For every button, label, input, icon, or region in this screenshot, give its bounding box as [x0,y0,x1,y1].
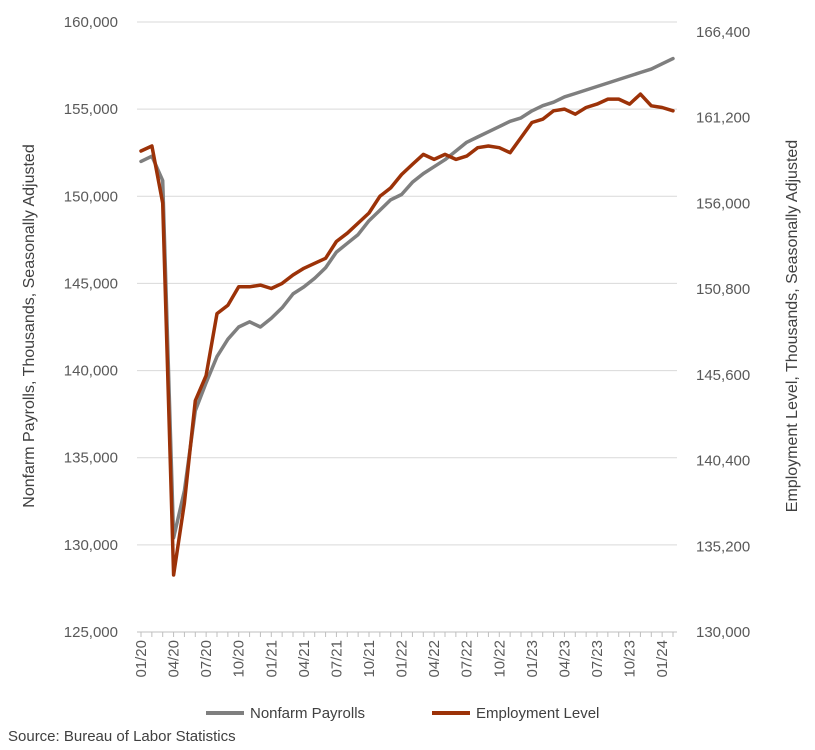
y-left-tick-label: 155,000 [64,101,118,118]
x-tick-label: 04/22 [426,640,443,678]
y-right-tick-label: 161,200 [696,110,750,127]
y-axis-left-title: Nonfarm Payrolls, Thousands, Seasonally … [21,144,38,507]
series-line-nonfarm-payrolls [139,56,675,540]
y-axis-right: 166,400 161,200 156,000 150,800 145,600 140,4… [696,24,750,641]
y-right-tick-label: 166,400 [696,24,750,41]
x-tick-label: 01/21 [263,640,280,678]
x-axis: 01/20 04/20 07/20 10/20 01/21 04/21 07/21 10/21… [133,631,677,678]
x-tick-label: 01/22 [394,640,411,678]
x-tick-label: 10/22 [491,640,508,678]
x-tick-label: 01/24 [654,640,671,678]
y-left-tick-label: 125,000 [64,624,118,641]
y-right-tick-label: 135,200 [696,538,750,555]
x-tick-label: 07/21 [328,640,345,678]
y-left-tick-label: 140,000 [64,363,118,380]
x-tick-label: 07/23 [589,640,606,678]
y-right-tick-label: 130,000 [696,624,750,641]
series-line-employment-level [139,92,675,577]
x-tick-label: 07/20 [198,640,215,678]
gridlines [137,21,677,546]
y-axis-right-title: Employment Level, Thousands, Seasonally … [784,140,801,512]
y-left-tick-label: 160,000 [64,14,118,31]
y-axis-left: 160,000 155,000 150,000 145,000 140,000 135,0… [64,14,118,641]
x-tick-label: 01/23 [524,640,541,678]
x-tick-label: 10/21 [361,640,378,678]
x-tick-label: 04/23 [556,640,573,678]
legend-label: Employment Level [476,705,599,722]
y-left-tick-label: 130,000 [64,537,118,554]
x-tick-label: 10/20 [231,640,248,678]
y-left-tick-label: 145,000 [64,275,118,292]
series-lines [139,56,675,577]
x-tick-label: 04/20 [166,640,183,678]
y-right-tick-label: 150,800 [696,281,750,298]
y-left-tick-label: 135,000 [64,450,118,467]
legend: Nonfarm Payrolls Employment Level [206,705,599,722]
source-note: Source: Bureau of Labor Statistics [8,728,236,745]
y-right-tick-label: 140,400 [696,453,750,470]
legend-label: Nonfarm Payrolls [250,705,365,722]
x-tick-label: 04/21 [296,640,313,678]
x-tick-label: 01/20 [133,640,150,678]
y-left-tick-label: 150,000 [64,188,118,205]
y-right-tick-label: 145,600 [696,367,750,384]
x-tick-label: 07/22 [459,640,476,678]
y-right-tick-label: 156,000 [696,195,750,212]
x-tick-label: 10/23 [622,640,639,678]
